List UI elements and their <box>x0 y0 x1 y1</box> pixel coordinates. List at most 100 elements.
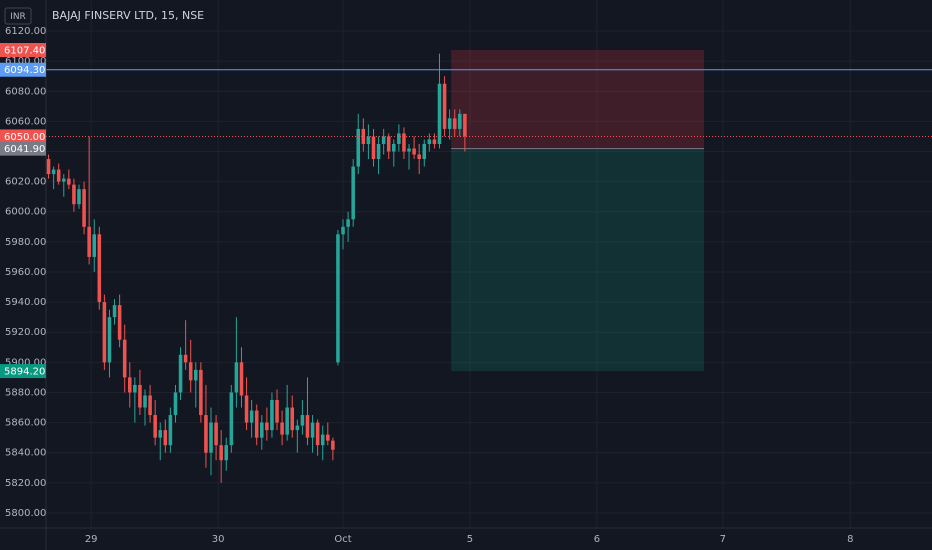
candle-body <box>122 339 127 378</box>
candle-body <box>97 234 102 303</box>
candle-body <box>392 143 396 152</box>
entry-label-box <box>0 141 46 156</box>
candle-body <box>300 415 305 426</box>
candle-body <box>386 136 391 152</box>
candle-body <box>239 362 244 396</box>
candle-body <box>112 305 117 318</box>
x-tick-label: Oct <box>334 534 351 545</box>
x-tick-label: 7 <box>720 534 726 545</box>
candle-body <box>224 445 229 461</box>
candle-body <box>265 422 269 431</box>
candle-body <box>254 410 259 438</box>
x-tick-label: 30 <box>212 534 225 545</box>
candle-body <box>458 113 462 129</box>
target-label-box <box>0 364 46 379</box>
candle-body <box>280 422 284 435</box>
y-tick-label: 6020.00 <box>5 177 46 188</box>
candle-body <box>204 415 208 453</box>
x-tick-label: 8 <box>847 534 853 545</box>
stop-label-box <box>0 42 46 57</box>
candle-body <box>92 234 97 257</box>
candle-body <box>260 422 264 438</box>
candle-body <box>452 118 457 129</box>
candle-body <box>366 136 371 144</box>
candle-body <box>361 128 366 144</box>
candle-body <box>199 369 203 416</box>
candle-body <box>138 384 142 408</box>
candle-body <box>127 377 132 393</box>
y-tick-label: 6000.00 <box>5 207 46 218</box>
candle-body <box>148 395 152 416</box>
candle-body <box>351 166 355 220</box>
hline-label-box <box>0 62 46 77</box>
y-tick-label: 5800.00 <box>5 508 46 519</box>
last-price-label-box <box>0 129 46 144</box>
candle-body <box>82 189 86 227</box>
candle-body <box>214 422 218 446</box>
candle-body <box>381 136 386 144</box>
candle-body <box>229 392 234 446</box>
candle-body <box>194 369 198 381</box>
y-tick-label: 5940.00 <box>5 297 46 308</box>
candle-body <box>397 133 401 144</box>
y-tick-label: 5900.00 <box>5 357 46 368</box>
candle-body <box>295 425 300 431</box>
candle-body <box>87 226 91 257</box>
candle-body <box>249 410 254 423</box>
candle-body <box>107 317 112 363</box>
candle-body <box>244 395 249 423</box>
candle-body <box>275 399 279 423</box>
y-tick-label: 5980.00 <box>5 237 46 248</box>
candle-body <box>402 133 406 152</box>
candle-body <box>163 430 168 446</box>
candle-body <box>305 415 310 438</box>
y-tick-label: 5960.00 <box>5 267 46 278</box>
y-tick-label: 6120.00 <box>5 26 46 37</box>
last-price-label: 6050.00 <box>4 132 45 143</box>
candle-body <box>442 83 447 129</box>
candle-body <box>234 362 239 393</box>
candle-body <box>51 169 56 175</box>
target-label: 5894.20 <box>4 367 45 378</box>
candle-body <box>285 407 289 435</box>
candle-body <box>437 83 442 144</box>
stop-label: 6107.40 <box>4 45 45 56</box>
candle-body <box>417 154 421 160</box>
candle-body <box>72 184 76 205</box>
hline-label: 6094.30 <box>4 65 45 76</box>
candle-body <box>376 143 381 160</box>
candle-body <box>188 362 193 381</box>
candle-body <box>336 234 340 363</box>
y-tick-label: 5840.00 <box>5 448 46 459</box>
y-tick-label: 6080.00 <box>5 86 46 97</box>
candle-body <box>56 169 61 182</box>
candle-body <box>158 430 163 438</box>
currency: INR <box>10 12 26 22</box>
entry-label: 6041.90 <box>4 144 45 155</box>
candle-body <box>427 139 432 144</box>
candle-body <box>153 415 157 438</box>
currency-badge[interactable] <box>4 7 32 25</box>
candle-body <box>102 302 107 363</box>
x-tick-label: 29 <box>85 534 98 545</box>
candle-body <box>183 354 188 363</box>
candle-body <box>412 148 416 155</box>
candle-body <box>61 178 66 182</box>
candle-body <box>320 434 325 446</box>
candle-body <box>168 415 173 446</box>
candle-body <box>178 354 183 393</box>
candle-body <box>315 422 320 446</box>
candle-body <box>77 189 81 205</box>
candle-body <box>331 440 335 450</box>
x-tick-label: 5 <box>467 534 473 545</box>
candle-body <box>117 305 122 340</box>
y-tick-label: 5920.00 <box>5 327 46 338</box>
candle-body <box>209 422 213 453</box>
candle-body <box>447 118 452 129</box>
y-tick-label: 5880.00 <box>5 387 46 398</box>
stop-zone <box>451 49 705 149</box>
candle-body <box>67 178 71 185</box>
candle-body <box>463 113 467 137</box>
candle-body <box>133 384 137 393</box>
